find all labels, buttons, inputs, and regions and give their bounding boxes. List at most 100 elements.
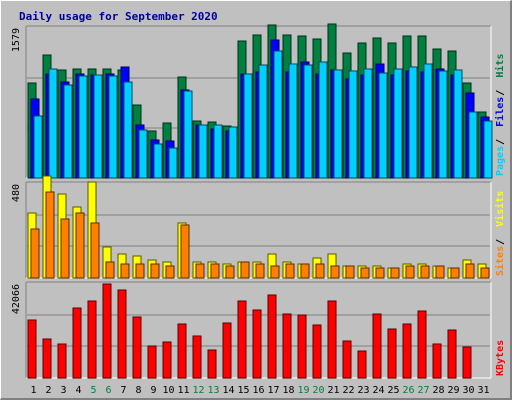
bar-kbytes-day-15 xyxy=(237,300,247,379)
bar-sites-day-21 xyxy=(330,265,340,279)
bar-pages-day-22 xyxy=(348,70,358,179)
bar-kbytes-day-23 xyxy=(357,350,367,379)
bar-kbytes-day-5 xyxy=(87,300,97,379)
bar-sites-day-6 xyxy=(105,261,115,279)
bar-pages-day-11 xyxy=(183,90,193,179)
legend-label-files: Files xyxy=(494,97,506,127)
legend-kbytes: KBytes xyxy=(495,340,506,376)
x-tick-label-day-11: 11 xyxy=(177,385,189,396)
x-tick-label-day-23: 23 xyxy=(357,385,369,396)
bar-sites-day-23 xyxy=(360,267,370,279)
x-tick-label-day-21: 21 xyxy=(327,385,339,396)
bar-sites-day-3 xyxy=(60,218,70,279)
x-tick-label-day-31: 31 xyxy=(477,385,489,396)
bar-kbytes-day-21 xyxy=(327,300,337,379)
series-kbytes xyxy=(27,283,472,379)
bar-sites-day-13 xyxy=(210,263,220,279)
x-tick-label-day-24: 24 xyxy=(372,385,384,396)
bar-pages-day-6 xyxy=(108,75,118,179)
bar-sites-day-26 xyxy=(405,265,415,279)
bar-sites-day-25 xyxy=(390,267,400,279)
series-pages xyxy=(33,50,493,179)
x-tick-label-day-4: 4 xyxy=(75,385,81,396)
x-tick-label-day-3: 3 xyxy=(60,385,66,396)
bar-pages-day-27 xyxy=(423,63,433,179)
bar-kbytes-day-24 xyxy=(372,313,382,379)
bar-pages-day-7 xyxy=(123,81,133,179)
panel-kbytes: 42066 KBytes xyxy=(11,281,506,379)
x-tick-label-day-13: 13 xyxy=(207,385,219,396)
bar-sites-day-18 xyxy=(285,263,295,279)
bar-sites-day-2 xyxy=(45,191,55,279)
bar-pages-day-16 xyxy=(258,64,268,179)
bar-kbytes-day-27 xyxy=(417,310,427,379)
bar-pages-day-8 xyxy=(138,129,148,179)
bar-pages-day-31 xyxy=(483,120,493,179)
legend-separator: / xyxy=(495,139,506,145)
bar-sites-day-10 xyxy=(165,265,175,279)
legend-separator: / xyxy=(495,239,506,245)
bar-sites-day-4 xyxy=(75,212,85,279)
legend-visits-sites: Sites / Visits xyxy=(494,191,506,276)
bar-pages-day-30 xyxy=(468,111,478,179)
bar-pages-day-15 xyxy=(243,73,253,179)
panel-max-label: 42066 xyxy=(11,284,22,314)
bar-kbytes-day-20 xyxy=(312,324,322,379)
x-tick-label-day-8: 8 xyxy=(135,385,141,396)
bar-pages-day-18 xyxy=(288,63,298,179)
bar-kbytes-day-22 xyxy=(342,340,352,379)
bar-pages-day-5 xyxy=(93,74,103,179)
bar-pages-day-2 xyxy=(48,68,58,179)
x-tick-label-day-12: 12 xyxy=(192,385,204,396)
x-tick-label-day-18: 18 xyxy=(282,385,294,396)
x-tick-label-day-29: 29 xyxy=(447,385,459,396)
bar-sites-day-24 xyxy=(375,267,385,279)
bar-kbytes-day-26 xyxy=(402,323,412,379)
bar-kbytes-day-6 xyxy=(102,283,112,379)
x-tick-label-day-1: 1 xyxy=(30,385,36,396)
series-sites xyxy=(30,191,490,279)
bar-sites-day-22 xyxy=(345,265,355,279)
x-tick-label-day-15: 15 xyxy=(237,385,249,396)
bar-kbytes-day-9 xyxy=(147,345,157,379)
bar-sites-day-31 xyxy=(480,267,490,279)
x-tick-label-day-28: 28 xyxy=(432,385,444,396)
x-tick-label-day-5: 5 xyxy=(90,385,96,396)
bar-sites-day-16 xyxy=(255,263,265,279)
bar-sites-day-12 xyxy=(195,263,205,279)
bar-pages-day-21 xyxy=(333,69,343,179)
bar-pages-day-10 xyxy=(168,147,178,179)
bar-kbytes-day-7 xyxy=(117,289,127,379)
x-tick-label-day-9: 9 xyxy=(150,385,156,396)
bar-pages-day-26 xyxy=(408,66,418,179)
bar-kbytes-day-28 xyxy=(432,343,442,379)
bar-pages-day-1 xyxy=(33,115,43,179)
bar-kbytes-day-11 xyxy=(177,323,187,379)
bar-sites-day-28 xyxy=(435,265,445,279)
bar-kbytes-day-12 xyxy=(192,335,202,379)
x-tick-label-day-25: 25 xyxy=(387,385,399,396)
x-tick-label-day-2: 2 xyxy=(45,385,51,396)
bar-kbytes-day-4 xyxy=(72,307,82,379)
bar-kbytes-day-3 xyxy=(57,343,67,379)
bar-pages-day-17 xyxy=(273,50,283,179)
x-tick-label-day-10: 10 xyxy=(162,385,174,396)
x-tick-label-day-30: 30 xyxy=(462,385,474,396)
x-tick-label-day-17: 17 xyxy=(267,385,279,396)
bar-kbytes-day-16 xyxy=(252,309,262,379)
chart-panels: 1579 Pages / Files / Hits 480 Sites / Visit… xyxy=(11,23,506,379)
bar-pages-day-29 xyxy=(453,69,463,179)
bar-sites-day-27 xyxy=(420,265,430,279)
bar-kbytes-day-17 xyxy=(267,294,277,379)
x-tick-label-day-19: 19 xyxy=(297,385,309,396)
bar-sites-day-20 xyxy=(315,263,325,279)
x-tick-label-day-16: 16 xyxy=(252,385,264,396)
legend-label-sites: Sites xyxy=(494,246,506,276)
panel-hits-files-pages: 1579 Pages / Files / Hits xyxy=(11,23,506,179)
bar-sites-day-30 xyxy=(465,263,475,279)
bar-sites-day-9 xyxy=(150,263,160,279)
bar-sites-day-1 xyxy=(30,228,40,279)
bar-kbytes-day-14 xyxy=(222,322,232,379)
bar-sites-day-15 xyxy=(240,261,250,279)
